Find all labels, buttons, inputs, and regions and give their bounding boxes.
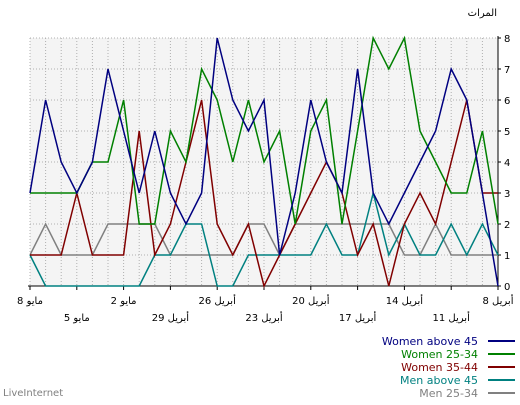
x-tick-label: 14 أبريل [386,294,424,307]
series-line [29,37,499,287]
x-tick-label: 11 أبريل [433,311,471,324]
x-tick-label: 2 مايو [111,296,137,307]
y-tick-label: 3 [504,189,510,200]
x-tick-label: 8 أبريل [483,294,514,307]
y-tick-label: 4 [504,158,510,169]
x-tick-label: 8 مايو [17,296,43,307]
x-tick-labels: 8 أبريل 11 أبريل 14 أبريل 17 أبريل 20 أبريل 2… [17,286,514,324]
legend-label: Women above 45 [382,335,478,348]
legend-label: Women 35-44 [401,361,478,374]
y-tick-label: 6 [504,96,510,107]
series-line [30,35,499,225]
y-axis-label: المرات [468,8,497,19]
x-tick-label: 26 أبريل [199,294,237,307]
legend-label: Men above 45 [400,374,478,387]
footer-brand: LiveInternet [3,388,64,399]
series-line [29,192,499,287]
y-tick-label: 0 [504,282,510,293]
y-tick-label: 8 [504,34,510,45]
y-tick-labels: 0 1 2 3 4 5 6 7 8 [498,34,510,293]
y-tick-label: 7 [504,65,510,76]
x-tick-label: 23 أبريل [245,311,283,324]
x-tick-label: 5 مايو [64,313,90,324]
y-tick-label: 2 [504,220,510,231]
y-tick-label: 1 [504,251,510,262]
legend-label: Men 25-34 [419,387,478,400]
x-tick-label: 17 أبريل [339,311,377,324]
series-line [30,99,498,289]
y-tick-label: 5 [504,127,510,138]
x-tick-label: 20 أبريل [292,294,330,307]
legend-label: Women 25-34 [401,348,478,361]
x-tick-label: 29 أبريل [152,311,190,324]
series-lines [29,35,499,289]
